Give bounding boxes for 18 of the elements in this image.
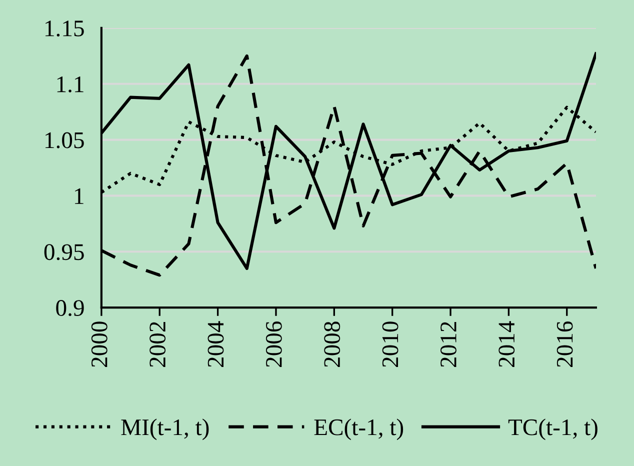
x-tick-label: 2004	[208, 321, 224, 367]
legend-label: TC(t-1, t)	[508, 418, 598, 440]
x-tick-label: 2002	[150, 322, 166, 367]
y-tick-label: 1.1	[57, 76, 84, 92]
y-tick-label: 1	[75, 188, 84, 204]
y-tick-label: 0.95	[44, 244, 84, 260]
y-tick-label: 1.05	[46, 132, 84, 148]
legend-label: EC(t-1, t)	[314, 418, 404, 440]
x-tick-label: 2000	[91, 322, 108, 367]
x-tick-label: 2010	[382, 322, 398, 367]
x-tick-label: 2012	[440, 322, 456, 367]
x-tick-label: 2014	[498, 321, 515, 367]
x-tick-label: 2016	[556, 321, 573, 367]
legend-label: MI(t-1, t)	[121, 418, 209, 440]
y-tick-label: 0.9	[56, 300, 84, 316]
y-tick-label: 1.15	[46, 20, 84, 36]
x-tick-label: 2006	[266, 321, 282, 367]
x-tick-label: 2008	[324, 322, 340, 367]
